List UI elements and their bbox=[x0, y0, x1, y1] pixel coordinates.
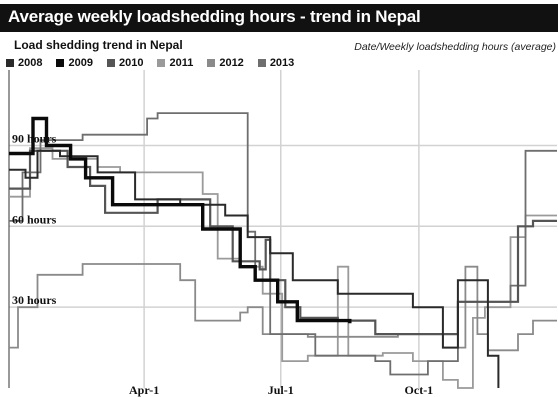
legend-label: 2010 bbox=[118, 57, 144, 69]
legend-item: 2013 bbox=[257, 56, 295, 70]
legend-item: 2009 bbox=[56, 56, 93, 70]
legend-label: 2011 bbox=[169, 57, 194, 69]
series-line-2009 bbox=[9, 116, 352, 324]
legend-swatch bbox=[207, 59, 216, 67]
y-tick-label: 60 hours bbox=[12, 212, 57, 226]
y-tick-label: 30 hours bbox=[12, 293, 57, 307]
series-line-2008 bbox=[9, 149, 500, 388]
chart-title: Average weekly loadshedding hours - tren… bbox=[8, 7, 421, 26]
legend: 2008 2009 2010 2011 2012 2013 bbox=[6, 56, 308, 70]
legend-swatch bbox=[6, 59, 14, 67]
legend-swatch bbox=[257, 59, 266, 67]
legend-item: 2012 bbox=[207, 56, 244, 70]
legend-label: 2013 bbox=[269, 57, 295, 69]
legend-item: 2011 bbox=[157, 56, 193, 70]
y-tick-label: 90 hours bbox=[12, 131, 57, 145]
legend-label: 2008 bbox=[18, 57, 43, 69]
legend-item: 2008 bbox=[6, 56, 42, 70]
x-tick-label: Jul-1 bbox=[268, 383, 294, 397]
source-note: Date/Weekly loadshedding hours (average) bbox=[354, 41, 556, 53]
x-tick-label: Apr-1 bbox=[129, 383, 159, 397]
x-tick-label: Oct-1 bbox=[405, 383, 434, 397]
legend-swatch bbox=[56, 59, 65, 67]
legend-label: 2012 bbox=[219, 57, 244, 69]
chart-subtitle: Load shedding trend in Nepal bbox=[14, 38, 183, 52]
legend-label: 2009 bbox=[68, 57, 93, 69]
legend-swatch bbox=[157, 59, 166, 67]
title-bar: Average weekly loadshedding hours - tren… bbox=[0, 4, 558, 32]
legend-swatch bbox=[106, 59, 115, 67]
legend-item: 2010 bbox=[106, 56, 144, 70]
